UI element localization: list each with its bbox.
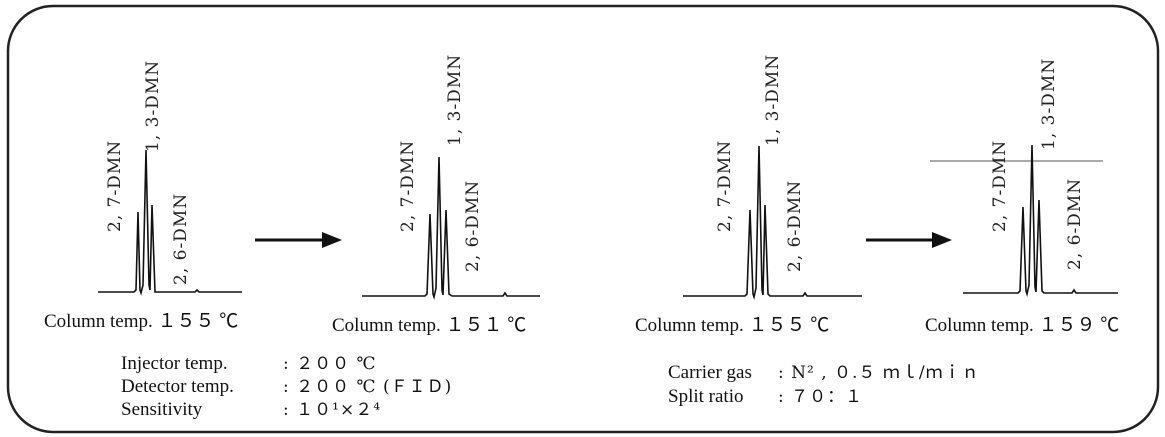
chromatogram-panel-1: 2, 7-DMN 1, 3-DMN 2, 6-DMN Column temp. … bbox=[44, 60, 242, 332]
condition-label-carrier-gas: Carrier gas bbox=[668, 362, 752, 383]
chromatogram-trace bbox=[362, 156, 540, 300]
condition-label-injector: Injector temp. bbox=[121, 353, 228, 374]
chromatogram-panel-2: 2, 7-DMN 1, 3-DMN 2, 6-DMN Column temp. … bbox=[332, 54, 540, 336]
condition-value-split-ratio: : ７０：１ bbox=[778, 387, 863, 407]
condition-value-sensitivity: : １０¹×２⁴ bbox=[283, 400, 381, 420]
peak-label-27dmn: 2, 7-DMN bbox=[990, 140, 1010, 232]
right-arrow-icon bbox=[866, 232, 952, 248]
condition-label-detector: Detector temp. bbox=[121, 376, 234, 397]
peak-label-13dmn: 1, 3-DMN bbox=[763, 54, 783, 146]
conditions-left: Injector temp. : ２００ ℃ Detector temp. : … bbox=[121, 353, 452, 420]
condition-value-injector: : ２００ ℃ bbox=[283, 354, 377, 374]
peak-label-13dmn: 1, 3-DMN bbox=[445, 54, 465, 146]
peak-label-26dmn: 2, 6-DMN bbox=[1065, 178, 1085, 270]
chromatogram-trace bbox=[963, 144, 1118, 297]
peak-label-27dmn: 2, 7-DMN bbox=[715, 140, 735, 232]
condition-value-detector: : ２００ ℃ (ＦＩＤ) bbox=[283, 377, 452, 397]
column-temp-caption: Column temp. １５１ ℃ bbox=[332, 315, 526, 336]
chromatogram-trace bbox=[683, 145, 862, 300]
figure-border bbox=[6, 4, 1160, 434]
column-temp-caption: Column temp. １５５ ℃ bbox=[44, 311, 238, 332]
chromatogram-trace bbox=[98, 149, 242, 296]
peak-label-26dmn: 2, 6-DMN bbox=[785, 180, 805, 272]
chromatogram-panel-4: 2, 7-DMN 1, 3-DMN 2, 6-DMN Column temp. … bbox=[925, 58, 1119, 336]
chromatogram-panel-3: 2, 7-DMN 1, 3-DMN 2, 6-DMN Column temp. … bbox=[635, 54, 862, 336]
peak-label-26dmn: 2, 6-DMN bbox=[171, 193, 191, 285]
condition-label-sensitivity: Sensitivity bbox=[121, 399, 203, 420]
peak-label-13dmn: 1, 3-DMN bbox=[143, 60, 163, 152]
column-temp-caption: Column temp. １５５ ℃ bbox=[635, 315, 829, 336]
condition-label-split-ratio: Split ratio bbox=[668, 386, 743, 407]
peak-label-27dmn: 2, 7-DMN bbox=[105, 140, 125, 232]
conditions-right: Carrier gas : N² , ０.５ ｍｌ/ｍｉｎ Split rati… bbox=[668, 362, 980, 407]
column-temp-caption: Column temp. １５９ ℃ bbox=[925, 315, 1119, 336]
peak-label-26dmn: 2, 6-DMN bbox=[463, 180, 483, 272]
peak-label-13dmn: 1, 3-DMN bbox=[1039, 58, 1059, 150]
right-arrow-icon bbox=[255, 232, 342, 248]
condition-value-carrier-gas: : N² , ０.５ ｍｌ/ｍｉｎ bbox=[778, 363, 980, 383]
peak-label-27dmn: 2, 7-DMN bbox=[398, 140, 418, 232]
